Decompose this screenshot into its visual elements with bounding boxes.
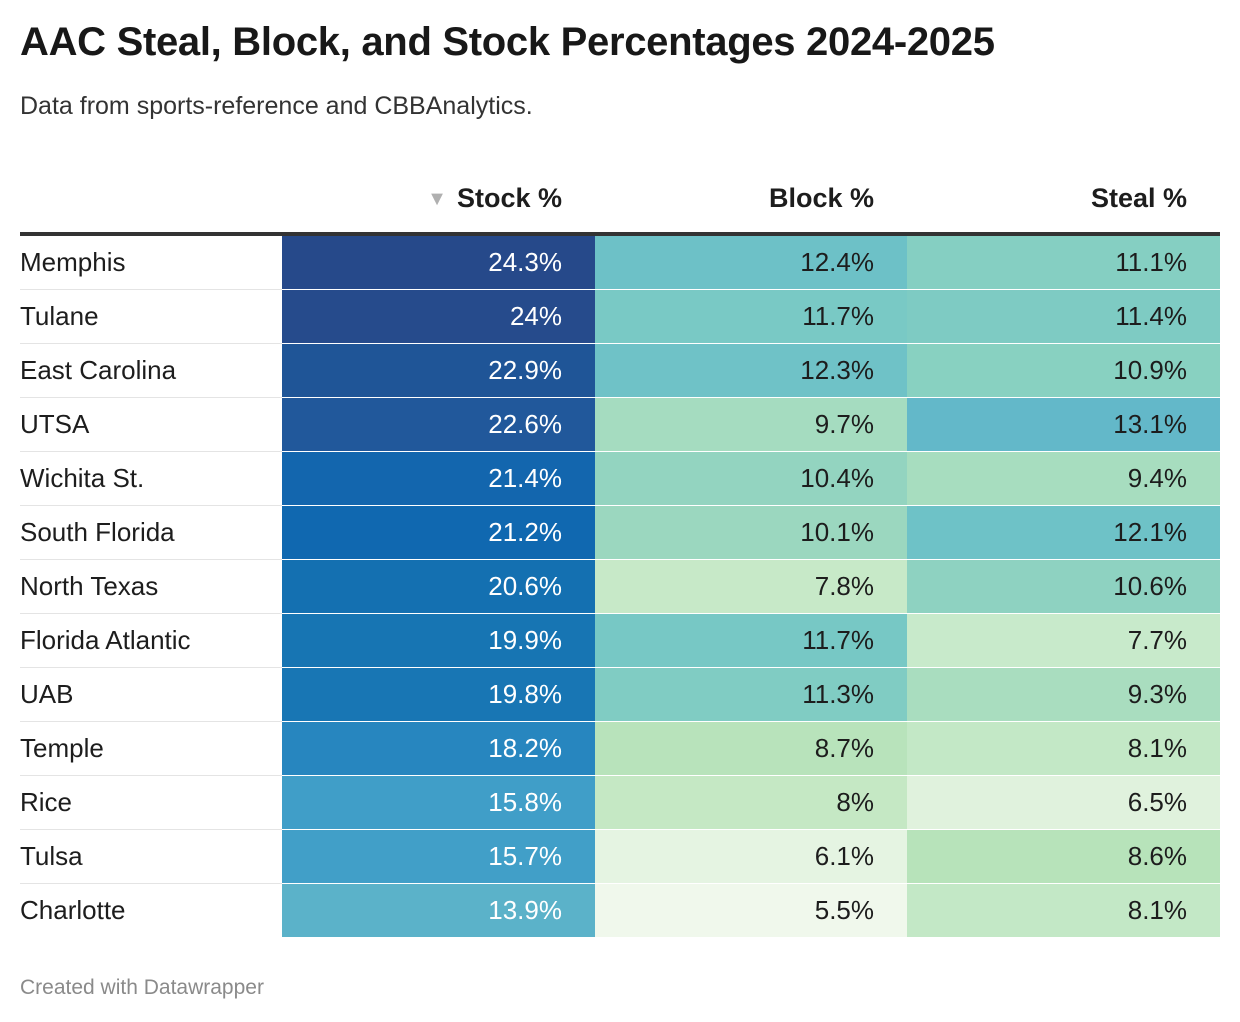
stock-pct-cell: 22.6%: [282, 397, 595, 452]
team-name-cell: UTSA: [20, 397, 282, 452]
stock-pct-cell: 20.6%: [282, 559, 595, 614]
table-row: East Carolina 22.9% 12.3% 10.9%: [20, 343, 1220, 398]
table-row: Temple 18.2% 8.7% 8.1%: [20, 721, 1220, 776]
team-name-cell: Rice: [20, 775, 282, 830]
block-pct-cell: 12.3%: [595, 343, 907, 398]
stock-pct-cell: 19.9%: [282, 613, 595, 668]
block-pct-cell: 11.3%: [595, 667, 907, 722]
steal-pct-cell: 8.1%: [907, 883, 1220, 937]
stock-pct-cell: 15.8%: [282, 775, 595, 830]
column-header-team: [20, 164, 282, 236]
team-name-cell: North Texas: [20, 559, 282, 614]
team-name-cell: UAB: [20, 667, 282, 722]
team-name-cell: East Carolina: [20, 343, 282, 398]
chart-title: AAC Steal, Block, and Stock Percentages …: [20, 20, 995, 64]
column-header-stock-label: Stock %: [456, 182, 562, 213]
steal-pct-cell: 13.1%: [907, 397, 1220, 452]
table-row: Florida Atlantic 19.9% 11.7% 7.7%: [20, 613, 1220, 668]
table-row: UTSA 22.6% 9.7% 13.1%: [20, 397, 1220, 452]
steal-pct-cell: 8.6%: [907, 829, 1220, 884]
chart-subtitle: Data from sports-reference and CBBAnalyt…: [20, 92, 533, 120]
steal-pct-cell: 8.1%: [907, 721, 1220, 776]
team-name-cell: Charlotte: [20, 883, 282, 937]
column-header-block[interactable]: Block %: [595, 164, 907, 236]
stock-pct-cell: 15.7%: [282, 829, 595, 884]
stock-pct-cell: 18.2%: [282, 721, 595, 776]
team-name-cell: Wichita St.: [20, 451, 282, 506]
table-row: Wichita St. 21.4% 10.4% 9.4%: [20, 451, 1220, 506]
steal-pct-cell: 12.1%: [907, 505, 1220, 560]
block-pct-cell: 11.7%: [595, 289, 907, 344]
steal-pct-cell: 11.1%: [907, 234, 1220, 290]
stock-pct-cell: 13.9%: [282, 883, 595, 937]
steal-pct-cell: 6.5%: [907, 775, 1220, 830]
block-pct-cell: 11.7%: [595, 613, 907, 668]
block-pct-cell: 9.7%: [595, 397, 907, 452]
block-pct-cell: 10.1%: [595, 505, 907, 560]
block-pct-cell: 8%: [595, 775, 907, 830]
block-pct-cell: 12.4%: [595, 234, 907, 290]
table-row: Memphis 24.3% 12.4% 11.1%: [20, 234, 1220, 290]
block-pct-cell: 5.5%: [595, 883, 907, 937]
column-header-steal[interactable]: Steal %: [907, 164, 1220, 236]
block-pct-cell: 6.1%: [595, 829, 907, 884]
table-row: South Florida 21.2% 10.1% 12.1%: [20, 505, 1220, 560]
team-name-cell: Tulane: [20, 289, 282, 344]
table-row: UAB 19.8% 11.3% 9.3%: [20, 667, 1220, 722]
stock-pct-cell: 21.4%: [282, 451, 595, 506]
team-name-cell: Tulsa: [20, 829, 282, 884]
table-row: Tulsa 15.7% 6.1% 8.6%: [20, 829, 1220, 884]
sort-descending-icon[interactable]: ▼: [427, 187, 447, 210]
block-pct-cell: 7.8%: [595, 559, 907, 614]
stock-pct-cell: 19.8%: [282, 667, 595, 722]
data-table: ▼ Stock % Block % Steal % Memphis 24.3% 12.…: [20, 164, 1220, 937]
block-pct-cell: 10.4%: [595, 451, 907, 506]
steal-pct-cell: 10.6%: [907, 559, 1220, 614]
table-row: North Texas 20.6% 7.8% 10.6%: [20, 559, 1220, 614]
stock-pct-cell: 22.9%: [282, 343, 595, 398]
steal-pct-cell: 7.7%: [907, 613, 1220, 668]
stock-pct-cell: 24%: [282, 289, 595, 344]
header-row: ▼ Stock % Block % Steal %: [20, 164, 1220, 236]
team-name-cell: South Florida: [20, 505, 282, 560]
footer-credit: Created with Datawrapper: [20, 976, 264, 999]
table-row: Tulane 24% 11.7% 11.4%: [20, 289, 1220, 344]
stock-pct-cell: 24.3%: [282, 234, 595, 290]
steal-pct-cell: 9.3%: [907, 667, 1220, 722]
stock-pct-cell: 21.2%: [282, 505, 595, 560]
block-pct-cell: 8.7%: [595, 721, 907, 776]
steal-pct-cell: 11.4%: [907, 289, 1220, 344]
table-row: Rice 15.8% 8% 6.5%: [20, 775, 1220, 830]
team-name-cell: Florida Atlantic: [20, 613, 282, 668]
table-body: Memphis 24.3% 12.4% 11.1% Tulane 24% 11.7% 11.4…: [20, 234, 1220, 937]
table-row: Charlotte 13.9% 5.5% 8.1%: [20, 883, 1220, 937]
steal-pct-cell: 9.4%: [907, 451, 1220, 506]
column-header-stock[interactable]: ▼ Stock %: [282, 164, 595, 236]
team-name-cell: Memphis: [20, 234, 282, 290]
steal-pct-cell: 10.9%: [907, 343, 1220, 398]
team-name-cell: Temple: [20, 721, 282, 776]
